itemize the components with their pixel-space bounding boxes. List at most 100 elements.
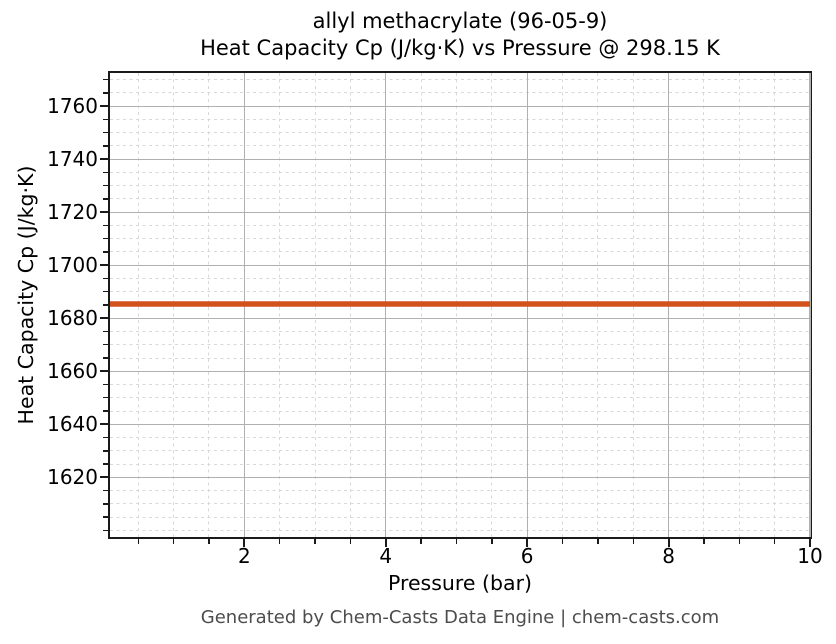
y-minor-gridline <box>110 503 810 505</box>
x-minor-tick <box>349 539 352 544</box>
y-major-gridline <box>110 158 810 160</box>
y-minor-tick <box>103 397 108 399</box>
y-minor-gridline <box>110 277 810 279</box>
x-major-tick <box>384 539 387 547</box>
y-minor-gridline <box>110 516 810 518</box>
y-minor-tick <box>103 277 108 280</box>
x-minor-tick <box>208 539 210 544</box>
y-major-tick <box>100 158 108 161</box>
y-minor-tick <box>103 238 108 240</box>
x-minor-tick <box>738 539 740 544</box>
x-tick-label: 8 <box>662 544 675 568</box>
plot-area: 2 4 6 8 10 1620 1640 1660 1680 1700 1720 1740 1760 <box>47 71 823 568</box>
y-tick-label: 1700 <box>47 253 98 278</box>
y-minor-tick <box>103 251 108 253</box>
y-minor-gridline <box>110 410 810 412</box>
y-minor-gridline <box>110 529 810 531</box>
footer-caption: Generated by Chem-Casts Data Engine | ch… <box>200 607 720 628</box>
x-minor-tick <box>703 539 705 544</box>
y-major-tick <box>100 211 108 214</box>
y-major-gridline <box>110 211 810 213</box>
y-minor-gridline <box>110 238 810 240</box>
x-minor-tick <box>561 539 564 544</box>
y-minor-gridline <box>110 224 810 226</box>
x-tick-label: 4 <box>379 544 393 568</box>
x-minor-tick <box>137 539 139 544</box>
y-minor-tick <box>103 529 108 532</box>
y-minor-tick <box>103 118 108 121</box>
y-tick-label: 1620 <box>47 465 98 490</box>
y-minor-tick <box>103 330 108 333</box>
x-minor-tick <box>597 539 599 544</box>
y-minor-tick <box>103 198 108 200</box>
y-minor-gridline <box>110 145 810 147</box>
y-minor-tick <box>103 450 108 452</box>
y-minor-tick <box>103 304 108 306</box>
y-major-gridline <box>110 317 810 319</box>
y-minor-gridline <box>110 490 810 492</box>
x-minor-tick <box>773 539 776 544</box>
x-tick-label: 10 <box>797 544 823 568</box>
y-minor-gridline <box>110 331 810 332</box>
y-major-gridline <box>110 105 810 107</box>
y-minor-gridline <box>110 397 810 399</box>
y-minor-tick <box>103 171 108 174</box>
y-minor-tick <box>103 92 108 94</box>
y-minor-tick <box>103 357 108 359</box>
x-major-tick <box>667 539 670 547</box>
y-minor-tick <box>103 184 108 187</box>
x-axis-label: Pressure (bar) <box>387 571 533 595</box>
y-minor-tick <box>103 344 108 346</box>
y-minor-gridline <box>110 450 810 452</box>
y-minor-tick <box>103 145 108 147</box>
y-minor-gridline <box>110 344 810 346</box>
x-minor-tick <box>632 539 634 544</box>
chart-title-line2: Heat Capacity Cp (J/kg·K) vs Pressure @ … <box>200 36 720 60</box>
y-minor-tick <box>103 131 108 134</box>
x-minor-tick <box>314 539 316 544</box>
x-minor-tick <box>172 539 175 544</box>
y-minor-gridline <box>110 185 810 187</box>
y-major-gridline <box>110 476 810 478</box>
x-minor-tick <box>420 539 422 544</box>
x-tick-label: 6 <box>520 544 534 568</box>
y-minor-gridline <box>110 79 810 81</box>
y-tick-label: 1760 <box>47 94 98 119</box>
y-minor-gridline <box>110 132 810 134</box>
y-tick-label: 1660 <box>47 359 98 384</box>
y-tick-label: 1740 <box>47 147 98 172</box>
x-minor-tick <box>455 539 458 544</box>
y-major-gridline <box>110 264 810 266</box>
y-minor-gridline <box>110 118 810 120</box>
y-minor-tick <box>103 224 108 227</box>
y-minor-gridline <box>110 171 810 173</box>
y-minor-gridline <box>110 437 810 439</box>
y-minor-tick <box>103 489 108 492</box>
x-minor-tick <box>491 539 493 544</box>
x-tick-label: 2 <box>237 544 251 568</box>
x-major-tick <box>243 539 246 547</box>
y-major-gridline <box>110 370 810 372</box>
y-tick-label: 1680 <box>47 306 98 331</box>
y-major-tick <box>100 264 108 267</box>
y-major-tick <box>100 370 108 373</box>
y-minor-gridline <box>110 92 810 94</box>
y-minor-tick <box>103 291 108 293</box>
y-minor-tick <box>103 436 108 439</box>
x-major-tick <box>809 539 811 547</box>
y-major-tick <box>100 317 108 320</box>
y-minor-gridline <box>110 198 810 200</box>
y-minor-gridline <box>110 251 810 253</box>
y-minor-gridline <box>110 463 810 465</box>
y-tick-label: 1720 <box>47 200 98 225</box>
y-tick-label: 1640 <box>47 412 98 437</box>
y-minor-gridline <box>110 291 810 293</box>
y-minor-tick <box>103 516 108 518</box>
y-major-gridline <box>110 423 810 425</box>
y-minor-gridline <box>110 357 810 359</box>
chart-title: allyl methacrylate (96-05-9) Heat Capaci… <box>110 8 810 62</box>
y-minor-tick <box>103 503 108 505</box>
y-major-tick <box>100 423 108 426</box>
y-major-tick <box>100 476 108 479</box>
